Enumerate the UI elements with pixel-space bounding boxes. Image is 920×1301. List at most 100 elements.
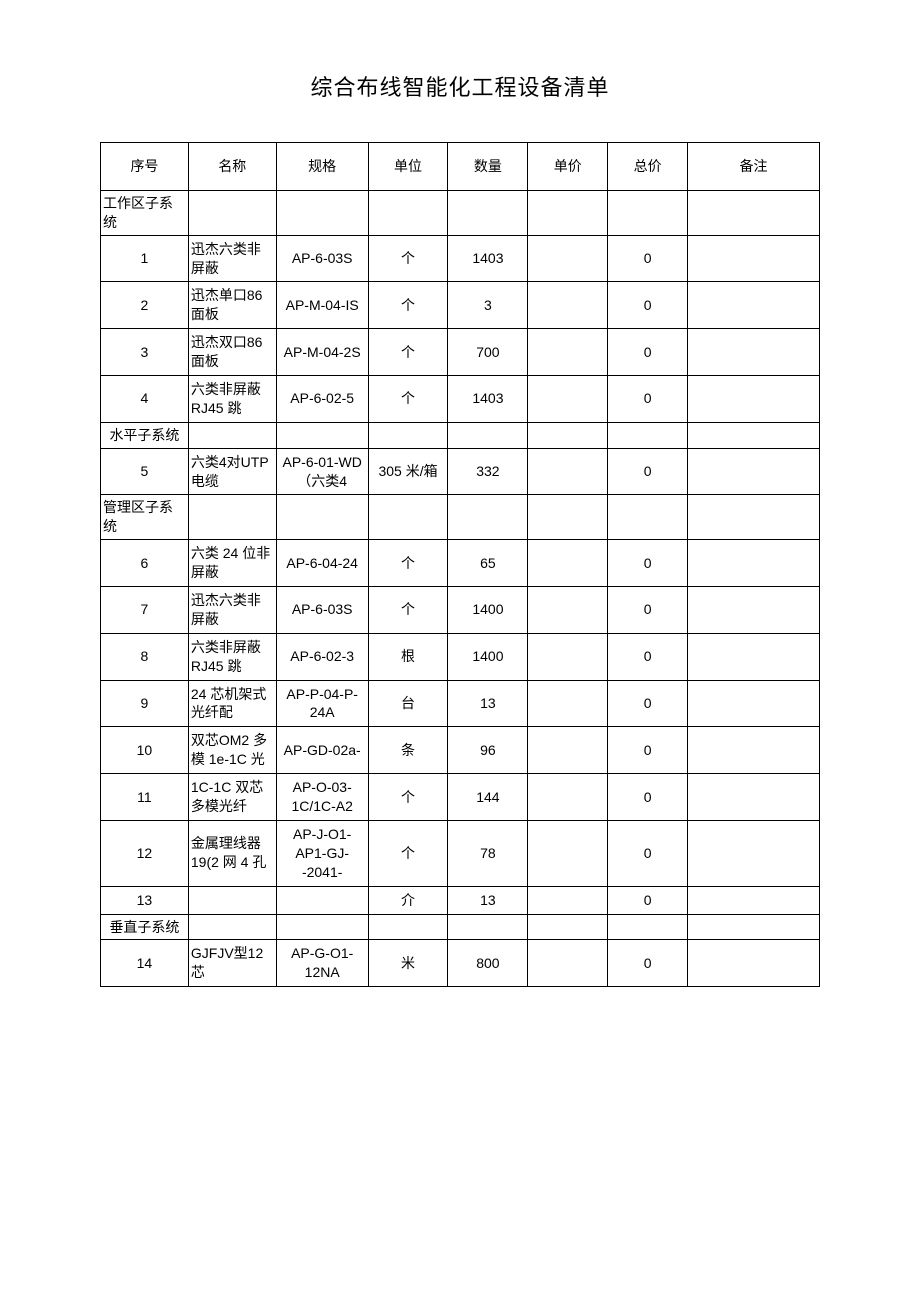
cell-spec [276,190,368,235]
cell-price [528,540,608,587]
cell-name [188,886,276,914]
cell-total: 0 [608,235,688,282]
cell-remark [688,774,820,821]
table-header-row: 序号 名称 规格 单位 数量 单价 总价 备注 [101,143,820,191]
cell-remark [688,540,820,587]
cell-remark [688,235,820,282]
cell-unit [368,422,448,448]
table-row: 13介130 [101,886,820,914]
cell-total: 0 [608,282,688,329]
cell-seq: 9 [101,680,189,727]
cell-total: 0 [608,587,688,634]
header-spec: 规格 [276,143,368,191]
cell-spec: AP-P-04-P-24A [276,680,368,727]
cell-total: 0 [608,727,688,774]
cell-name: 六类非屏蔽 RJ45 跳 [188,633,276,680]
cell-total: 0 [608,886,688,914]
cell-qty: 700 [448,329,528,376]
cell-total: 0 [608,448,688,495]
cell-price [528,282,608,329]
table-row: 14GJFJV型12芯AP-G-O1-12NA米8000 [101,940,820,987]
table-row: 12金属理线器 19(2 网 4 孔AP-J-O1-AP1-GJ--2041-个… [101,820,820,886]
table-row: 924 芯机架式光纤配AP-P-04-P-24A台130 [101,680,820,727]
cell-total: 0 [608,820,688,886]
cell-price [528,914,608,940]
cell-qty [448,422,528,448]
cell-seq: 11 [101,774,189,821]
cell-spec: AP-6-02-3 [276,633,368,680]
cell-remark [688,448,820,495]
cell-spec: AP-6-02-5 [276,376,368,423]
cell-spec [276,914,368,940]
header-total: 总价 [608,143,688,191]
cell-remark [688,914,820,940]
table-row: 10双芯OM2 多模 1e-1C 光AP-GD-02a-条960 [101,727,820,774]
cell-name: 双芯OM2 多模 1e-1C 光 [188,727,276,774]
cell-price [528,633,608,680]
cell-seq: 8 [101,633,189,680]
cell-name: 24 芯机架式光纤配 [188,680,276,727]
page-title: 综合布线智能化工程设备清单 [100,70,820,102]
cell-total [608,495,688,540]
cell-qty: 1400 [448,587,528,634]
cell-total: 0 [608,540,688,587]
cell-name [188,914,276,940]
cell-unit: 个 [368,235,448,282]
cell-qty: 800 [448,940,528,987]
cell-total: 0 [608,633,688,680]
cell-qty: 1400 [448,633,528,680]
cell-remark [688,940,820,987]
cell-seq: 12 [101,820,189,886]
cell-qty [448,190,528,235]
cell-name: 金属理线器 19(2 网 4 孔 [188,820,276,886]
cell-unit: 个 [368,540,448,587]
cell-seq: 管理区子系统 [101,495,189,540]
cell-price [528,329,608,376]
cell-remark [688,680,820,727]
cell-price [528,727,608,774]
section-row: 垂直子系统 [101,914,820,940]
cell-unit: 个 [368,376,448,423]
cell-spec: AP-J-O1-AP1-GJ--2041- [276,820,368,886]
cell-remark [688,329,820,376]
header-price: 单价 [528,143,608,191]
cell-unit: 米 [368,940,448,987]
cell-remark [688,495,820,540]
section-row: 工作区子系统 [101,190,820,235]
cell-unit: 条 [368,727,448,774]
cell-total: 0 [608,940,688,987]
header-seq: 序号 [101,143,189,191]
cell-seq: 13 [101,886,189,914]
cell-price [528,448,608,495]
cell-name: 迅杰六类非屏蔽 [188,587,276,634]
cell-name: GJFJV型12芯 [188,940,276,987]
cell-remark [688,376,820,423]
cell-unit [368,914,448,940]
cell-price [528,190,608,235]
section-row: 水平子系统 [101,422,820,448]
cell-price [528,422,608,448]
cell-spec: AP-GD-02a- [276,727,368,774]
cell-name: 迅杰单口86 面板 [188,282,276,329]
cell-price [528,235,608,282]
cell-price [528,587,608,634]
cell-qty: 1403 [448,376,528,423]
cell-total: 0 [608,376,688,423]
cell-unit: 305 米/箱 [368,448,448,495]
cell-seq: 工作区子系统 [101,190,189,235]
cell-unit [368,495,448,540]
cell-unit: 根 [368,633,448,680]
cell-name: 迅杰双口86 面板 [188,329,276,376]
table-row: 6六类 24 位非屏蔽AP-6-04-24个650 [101,540,820,587]
cell-total: 0 [608,680,688,727]
cell-name: 六类4对UTP 电缆 [188,448,276,495]
table-row: 7迅杰六类非屏蔽AP-6-03S个14000 [101,587,820,634]
cell-total [608,914,688,940]
section-row: 管理区子系统 [101,495,820,540]
cell-qty: 144 [448,774,528,821]
cell-remark [688,190,820,235]
cell-remark [688,587,820,634]
cell-spec: AP-M-04-2S [276,329,368,376]
table-body: 工作区子系统1迅杰六类非屏蔽AP-6-03S个140302迅杰单口86 面板AP… [101,190,820,986]
table-row: 3迅杰双口86 面板AP-M-04-2S个7000 [101,329,820,376]
